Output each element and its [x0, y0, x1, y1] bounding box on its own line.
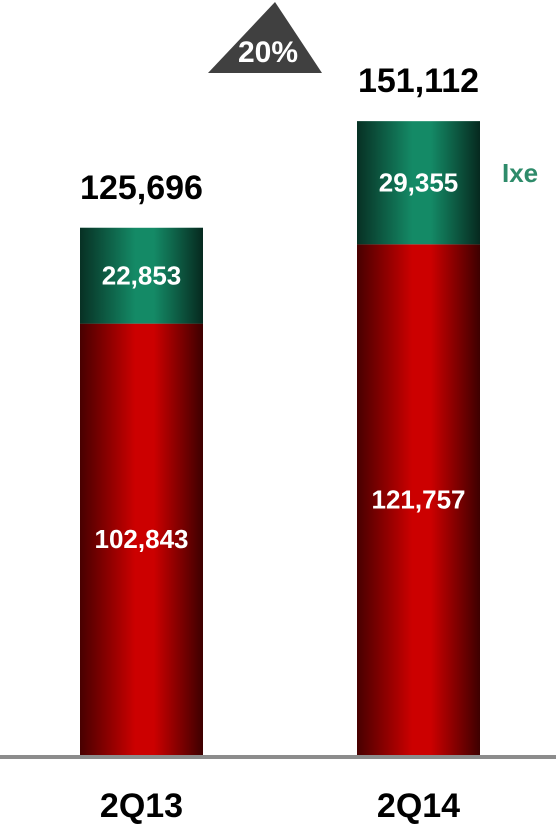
segment-label: 29,355	[379, 168, 459, 198]
total-label: 125,696	[80, 169, 203, 207]
baseline	[0, 755, 556, 759]
x-tick-label: 2Q13	[100, 787, 183, 825]
bar-shade	[80, 227, 203, 324]
bar-shade	[357, 121, 480, 245]
total-label: 151,112	[358, 62, 479, 100]
legend-label: Ixe	[502, 158, 538, 188]
growth-label: 20%	[238, 36, 298, 69]
growth-arrow	[208, 2, 322, 73]
x-tick-label: 2Q14	[377, 787, 460, 825]
segment-label: 121,757	[372, 485, 466, 515]
bar-shade	[357, 244, 480, 755]
segment-label: 102,843	[95, 524, 189, 554]
segment-label: 22,853	[102, 261, 182, 291]
bar-shade	[80, 323, 203, 755]
